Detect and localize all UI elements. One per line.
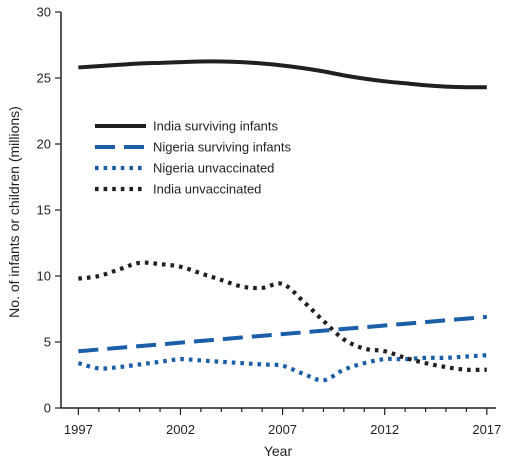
- series-line-india-unvaccinated: [78, 260, 487, 373]
- x-tick-label: 2007: [268, 422, 297, 437]
- legend: India surviving infants Nigeria surviving…: [95, 119, 292, 197]
- x-tick-label: 2017: [472, 422, 501, 437]
- series-line-nigeria-unvaccinated: [77, 353, 487, 383]
- series-line-nigeria-surviving-infants: [78, 314, 487, 354]
- y-tick-label: 10: [37, 269, 51, 284]
- x-tick-label: 1997: [64, 422, 93, 437]
- legend-label-india-unvaccinated: India unvaccinated: [153, 182, 261, 197]
- data-series: [77, 59, 487, 383]
- y-tick-label: 5: [44, 335, 51, 350]
- axes: [55, 11, 496, 415]
- tick-labels: 0 5 10 15 20 25 30 1997 2002 2007 2012 2017: [37, 5, 502, 438]
- y-tick-label: 25: [37, 71, 51, 86]
- y-axis-title: No. of infants or children (millions): [6, 106, 22, 318]
- legend-label-india-surviving-infants: India surviving infants: [153, 119, 279, 134]
- legend-label-nigeria-unvaccinated: Nigeria unvaccinated: [153, 161, 274, 176]
- y-tick-label: 15: [37, 203, 51, 218]
- series-line-india-surviving-infants: [78, 59, 487, 90]
- x-tick-label: 2012: [370, 422, 399, 437]
- y-tick-label: 0: [44, 401, 51, 416]
- y-tick-label: 30: [37, 5, 51, 20]
- x-tick-label: 2002: [166, 422, 195, 437]
- y-tick-label: 20: [37, 137, 51, 152]
- legend-label-nigeria-surviving-infants: Nigeria surviving infants: [153, 140, 292, 155]
- x-axis-title: Year: [264, 443, 293, 459]
